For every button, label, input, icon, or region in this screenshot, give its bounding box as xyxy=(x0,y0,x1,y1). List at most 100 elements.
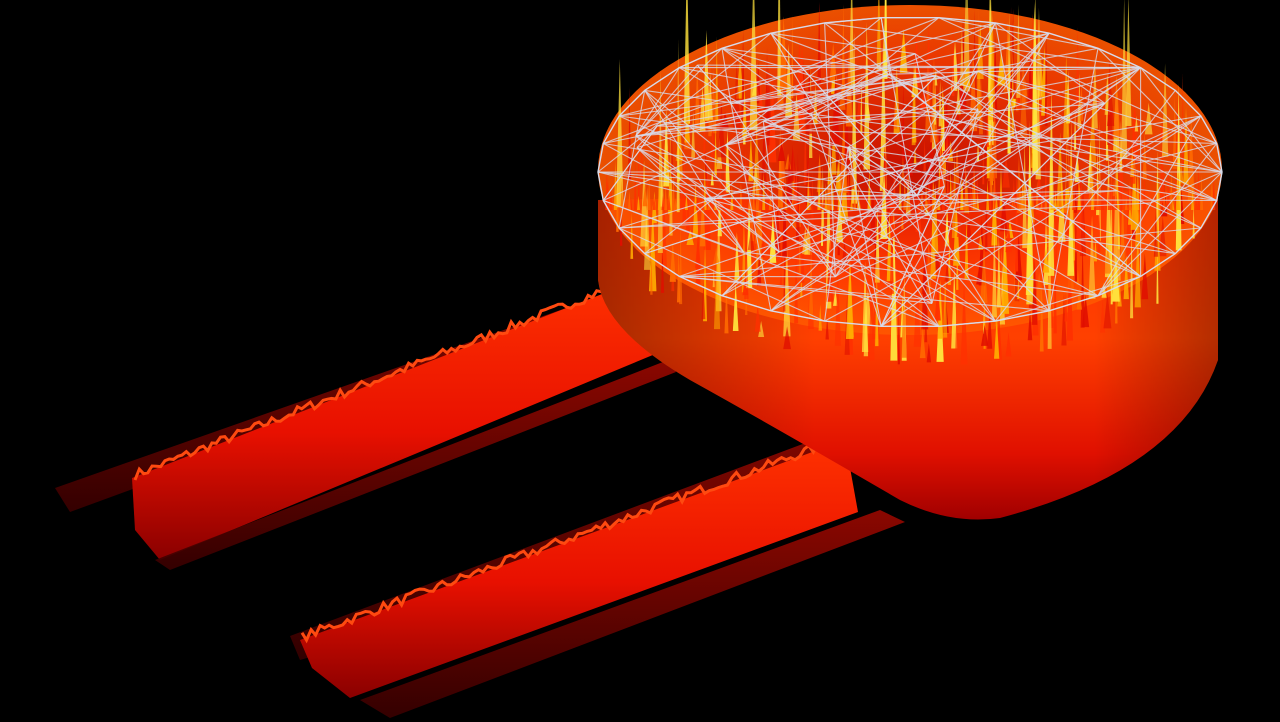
spike xyxy=(980,247,988,303)
spike xyxy=(766,170,770,210)
wireframe-edge xyxy=(603,17,939,145)
spike xyxy=(856,96,862,119)
spike xyxy=(661,195,665,210)
wireframe-edge xyxy=(679,227,1201,277)
spike xyxy=(741,30,745,119)
wireframe-edge xyxy=(824,22,1141,277)
spike xyxy=(960,176,964,210)
spike xyxy=(992,91,998,179)
spike xyxy=(755,196,759,210)
spike xyxy=(808,247,814,319)
spike xyxy=(1053,245,1057,334)
spike xyxy=(1075,27,1080,106)
spike xyxy=(926,343,932,363)
spike xyxy=(946,162,950,210)
spike xyxy=(1014,183,1019,272)
wireframe-edge xyxy=(889,67,1141,75)
wireframe-edge xyxy=(602,125,658,201)
spike xyxy=(1112,178,1116,197)
spike xyxy=(786,154,792,204)
wireframe-edge xyxy=(644,90,780,253)
spike xyxy=(943,272,948,338)
wireframe-edge xyxy=(847,70,979,148)
spike xyxy=(1066,69,1071,124)
wireframe-edge xyxy=(721,47,1217,202)
wireframe-edge xyxy=(725,144,996,322)
spike xyxy=(1104,152,1113,278)
wireframe-edge xyxy=(880,115,1202,327)
wireframe-mesh xyxy=(597,17,1223,327)
wireframe-edge xyxy=(636,147,780,253)
spike xyxy=(913,145,917,165)
wireframe-edge xyxy=(1116,190,1202,229)
wireframe-edge xyxy=(938,17,1099,49)
wireframe-edge xyxy=(763,120,1141,277)
spike xyxy=(734,231,740,281)
spike xyxy=(1036,7,1042,101)
spike xyxy=(889,221,893,288)
spike xyxy=(1035,180,1039,210)
spike xyxy=(945,204,949,243)
wireframe-edge xyxy=(657,70,978,127)
wireframe-edge xyxy=(931,108,979,304)
spike xyxy=(919,326,926,359)
spike xyxy=(924,180,928,210)
ribbon-lower-crest xyxy=(300,437,846,644)
spike xyxy=(1153,203,1159,257)
wireframe-edge xyxy=(916,32,1050,196)
wireframe-edge xyxy=(770,32,1217,202)
spike xyxy=(821,199,825,210)
spike xyxy=(1035,272,1043,303)
spike xyxy=(911,64,919,97)
spike xyxy=(710,122,715,157)
spike xyxy=(1001,233,1010,314)
spike xyxy=(892,161,896,210)
wireframe-edge xyxy=(778,142,1217,253)
spike xyxy=(951,22,955,97)
spike xyxy=(613,160,617,210)
spike xyxy=(792,92,801,141)
spike xyxy=(650,254,653,295)
wireframe-edge xyxy=(635,64,698,137)
spike xyxy=(1134,228,1141,308)
wireframe-edge xyxy=(763,73,890,122)
wireframe-edge xyxy=(644,253,680,277)
spike xyxy=(1032,84,1036,137)
spike xyxy=(676,38,680,213)
spike xyxy=(1022,140,1028,249)
wireframe-edge xyxy=(938,320,996,327)
spike xyxy=(712,267,715,288)
spike xyxy=(652,195,656,210)
wireframe-edge xyxy=(644,90,745,253)
spike xyxy=(616,58,624,208)
spike xyxy=(744,292,748,315)
spike xyxy=(747,229,755,251)
spike xyxy=(1042,248,1050,273)
wireframe-edge xyxy=(770,32,916,55)
wireframe-edge xyxy=(618,227,825,322)
spike xyxy=(1091,177,1095,210)
spike xyxy=(1050,197,1054,210)
spike xyxy=(627,190,631,210)
wireframe-edge xyxy=(824,17,882,24)
spike xyxy=(1061,292,1067,346)
spike xyxy=(684,193,688,210)
spike xyxy=(777,140,786,162)
spike xyxy=(724,282,729,334)
wireframe-edge xyxy=(770,67,1141,312)
spike xyxy=(901,156,905,180)
spike xyxy=(780,248,784,267)
spike xyxy=(868,269,875,361)
spike xyxy=(966,219,972,242)
wireframe-edge xyxy=(994,22,1050,311)
spike xyxy=(671,172,675,210)
ribbon-upper-front xyxy=(155,360,676,570)
wireframe-edge xyxy=(597,171,1176,255)
spike xyxy=(1166,163,1170,210)
wireframe-edge xyxy=(597,171,1099,297)
spike xyxy=(960,279,968,365)
spike xyxy=(630,212,634,259)
wireframe-edge xyxy=(635,112,812,137)
spike xyxy=(986,117,990,179)
spike xyxy=(1142,176,1146,210)
